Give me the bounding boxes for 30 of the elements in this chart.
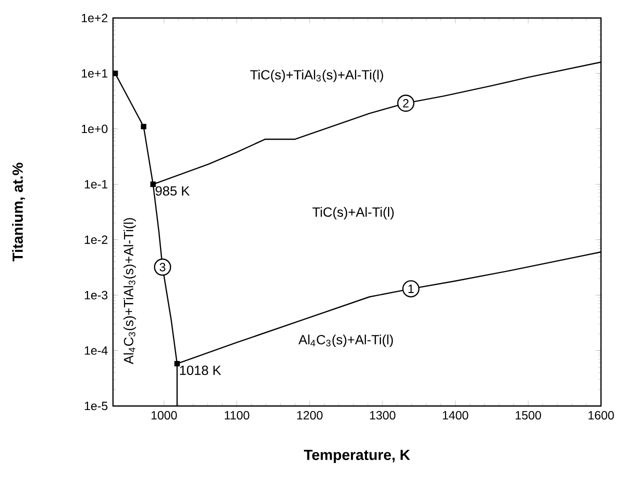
series-label: 3 bbox=[160, 262, 166, 272]
series-label: 1 bbox=[408, 284, 414, 293]
y-axis-title: Titanium, at.% bbox=[12, 162, 26, 262]
x-axis-title: Temperature, K bbox=[304, 450, 410, 463]
y-tick-label: 1e+1 bbox=[82, 69, 108, 78]
y-tick-label: 1e-5 bbox=[84, 402, 108, 410]
point bbox=[112, 70, 118, 76]
point bbox=[174, 360, 180, 366]
annotation: TiC(s)+TiAl$_{3}$(s)+Al-Ti(l) bbox=[250, 70, 384, 82]
annotation: 985 K bbox=[156, 186, 190, 196]
y-tick-label: 1e+0 bbox=[82, 124, 108, 134]
x-tick-label: 1200 bbox=[297, 411, 323, 420]
annotation: 1018 K bbox=[180, 366, 222, 376]
annotation: TiC(s)+Al-Ti(l) bbox=[312, 207, 394, 220]
x-tick-label: 1000 bbox=[152, 411, 177, 420]
annotation: Al$_{4}$C$_{3}$(s)+Al-Ti(l) bbox=[298, 334, 393, 348]
series-label: 2 bbox=[403, 99, 409, 108]
x-tick-label: 1300 bbox=[370, 411, 396, 420]
y-tick-label: 1e+2 bbox=[82, 14, 108, 22]
y-tick-label: 1e-2 bbox=[84, 235, 108, 244]
y-tick-label: 1e-4 bbox=[84, 346, 108, 355]
annotation: Al$_{4}$C$_{3}$(s)+TiAl$_{3}$(s)+Al-Ti(l) bbox=[124, 218, 136, 364]
x-tick-label: 1600 bbox=[588, 411, 614, 420]
point bbox=[150, 182, 156, 188]
x-tick-label: 1500 bbox=[516, 411, 542, 420]
y-tick-label: 1e-3 bbox=[84, 290, 108, 300]
point bbox=[140, 124, 146, 130]
x-tick-label: 1400 bbox=[442, 411, 468, 420]
y-tick-label: 1e-1 bbox=[84, 180, 108, 188]
x-tick-label: 1100 bbox=[224, 411, 250, 420]
